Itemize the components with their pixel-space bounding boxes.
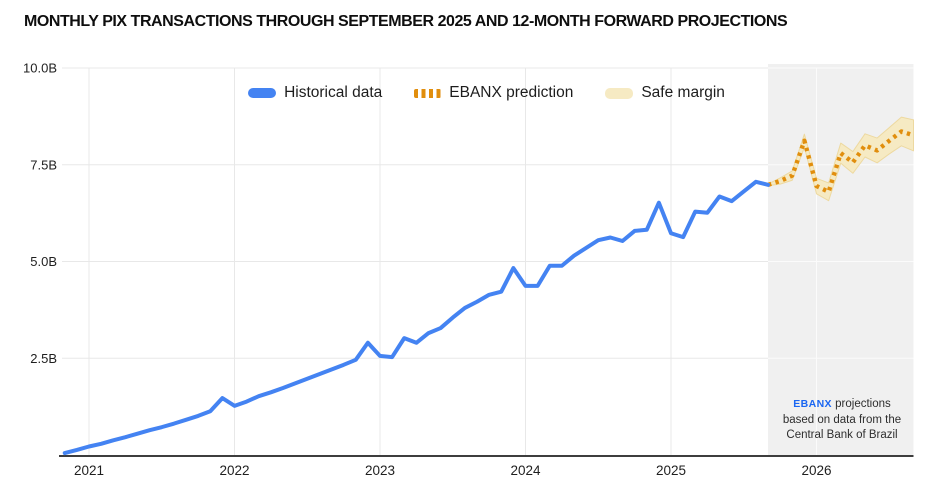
x-tick-label: 2024	[510, 463, 541, 478]
legend-label-prediction: EBANX prediction	[449, 84, 574, 101]
ebanx-logo: EBANX	[793, 398, 832, 410]
y-tick-label: 10.0B	[23, 61, 57, 76]
legend-item-historical: Historical data	[248, 84, 382, 102]
legend-item-prediction: EBANX prediction	[414, 84, 573, 102]
chart-title: MONTHLY PIX TRANSACTIONS THROUGH SEPTEMB…	[24, 13, 788, 30]
legend-item-margin: Safe margin	[605, 84, 725, 102]
historical-swatch-icon	[248, 88, 277, 98]
historical-line	[62, 179, 770, 456]
annotation-line1: projections	[831, 398, 891, 410]
y-tick-label: 2.5B	[30, 351, 57, 366]
safe-margin-swatch-icon	[605, 87, 634, 99]
prediction-line	[767, 129, 915, 195]
annotation-line3: Central Bank of Brazil	[786, 429, 898, 441]
x-tick-label: 2026	[801, 463, 831, 478]
annotation-line2: based on data from the	[782, 413, 902, 426]
x-tick-label: 2021	[74, 463, 104, 478]
legend-label-margin: Safe margin	[641, 84, 725, 101]
x-tick-label: 2025	[656, 463, 686, 478]
legend-label-historical: Historical data	[284, 84, 383, 101]
projection-annotation: EBANX projections based on data from the…	[766, 397, 918, 444]
y-tick-label: 5.0B	[30, 254, 57, 269]
legend: Historical data EBANX prediction Safe ma…	[60, 84, 913, 102]
prediction-swatch-icon	[414, 88, 442, 98]
x-tick-label: 2022	[219, 463, 249, 478]
y-tick-label: 7.5B	[30, 157, 57, 172]
x-tick-label: 2023	[365, 463, 395, 478]
